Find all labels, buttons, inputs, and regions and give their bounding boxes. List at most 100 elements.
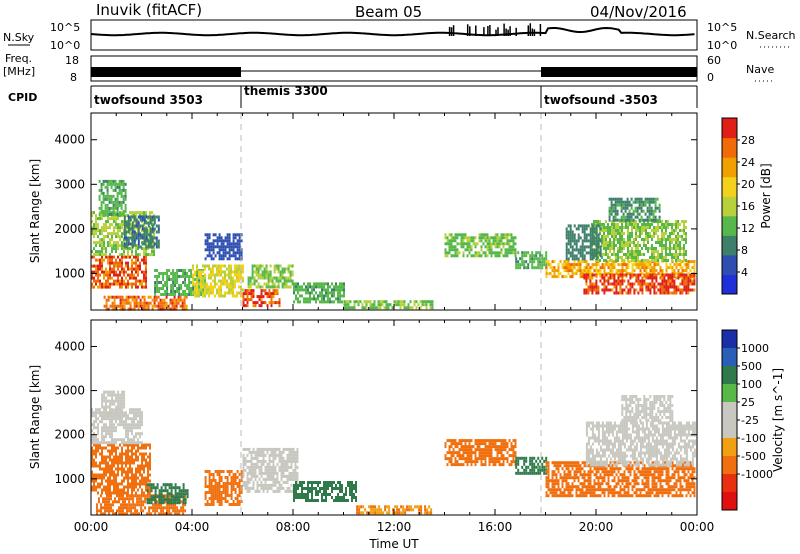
data-cell [260,462,263,466]
data-cell [665,232,667,235]
data-cell [109,270,111,274]
data-cell [500,242,503,246]
data-cell [307,282,309,286]
data-cell [105,429,107,433]
data-cell [95,258,97,262]
data-cell [166,498,169,502]
data-cell [208,491,211,494]
data-cell [160,512,163,516]
data-cell [413,303,416,307]
data-cell [206,491,209,494]
data-cell [103,241,105,245]
data-cell [691,288,694,292]
data-cell [629,285,632,289]
data-cell [127,461,129,465]
data-cell [636,212,639,216]
data-cell [200,279,202,283]
data-cell [141,220,143,224]
data-cell [258,471,261,475]
data-cell [297,282,299,286]
data-cell [160,509,163,513]
data-cell [125,429,127,433]
data-cell [591,266,594,270]
data-cell [658,215,661,219]
data-cell [549,272,552,276]
data-cell [599,229,601,232]
data-cell [633,250,635,253]
data-cell [458,242,461,246]
data-cell [687,282,690,286]
data-cell [119,244,121,248]
data-cell [589,279,592,283]
data-cell [124,506,126,510]
data-cell [242,301,245,305]
data-cell [106,497,108,501]
data-cell [107,399,110,403]
data-cell [125,232,127,236]
data-cell [579,266,582,270]
data-cell [107,488,109,492]
data-cell [123,218,126,222]
data-cell [595,220,597,223]
data-cell [675,256,677,259]
data-cell [121,458,123,462]
data-cell [585,239,588,243]
data-cell [232,254,235,258]
data-cell [502,242,505,246]
data-cell [343,306,346,310]
data-cell [325,282,327,286]
data-cell [192,287,195,290]
data-cell [113,438,115,442]
data-cell [494,254,497,258]
data-cell [379,306,382,310]
data-cell [605,288,608,292]
data-cell [173,295,176,299]
data-cell [573,260,576,264]
data-cell [102,506,104,510]
data-cell [661,244,663,247]
data-cell [178,269,181,272]
data-cell [168,509,171,513]
data-cell [210,282,212,286]
data-cell [268,453,271,457]
data-cell [655,276,658,280]
data-cell [488,239,491,243]
data-cell [502,254,505,258]
data-cell [613,279,616,283]
data-cell [122,185,125,189]
data-cell [101,455,103,459]
data-cell [452,254,455,258]
data-cell [99,443,101,447]
data-cell [182,509,185,513]
data-cell [641,247,643,250]
data-cell [206,242,209,246]
data-cell [454,236,457,240]
data-cell [111,244,113,248]
data-cell [657,250,659,253]
data-cell [182,483,185,487]
data-cell [224,254,227,258]
data-cell [335,288,337,292]
data-cell [685,263,688,267]
data-cell [109,449,111,453]
data-cell [153,215,156,219]
data-cell [117,470,119,474]
data-cell [665,250,667,253]
data-cell [149,218,152,222]
data-cell [102,212,105,216]
data-cell [91,282,93,286]
data-cell [107,241,109,245]
data-cell [234,273,236,277]
data-cell [113,441,115,445]
data-cell [609,288,612,292]
data-cell [111,411,114,415]
data-cell [619,232,621,235]
data-cell [663,256,665,259]
data-cell [109,267,111,271]
data-cell [161,307,164,311]
data-cell [99,441,101,445]
data-cell [250,456,253,460]
data-cell [129,232,131,236]
data-cell [226,491,229,494]
data-cell [677,235,679,238]
